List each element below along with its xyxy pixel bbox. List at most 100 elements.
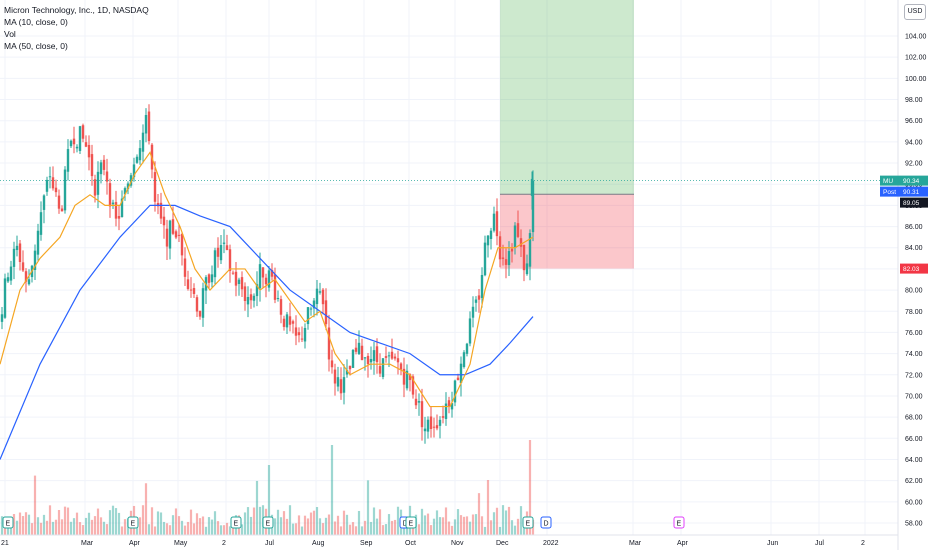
volume-bar xyxy=(327,514,331,535)
candle-body xyxy=(411,376,415,395)
time-tick-label: Oct xyxy=(405,540,416,547)
volume-bar xyxy=(72,518,76,535)
volume-bar xyxy=(90,519,94,535)
volume-bar xyxy=(459,515,463,535)
candle-body xyxy=(66,149,70,172)
volume-bar xyxy=(0,516,4,535)
candle-body xyxy=(414,398,418,406)
candle-body xyxy=(183,258,187,277)
candle-body xyxy=(519,238,523,247)
candle-body xyxy=(111,202,115,205)
volume-bar xyxy=(423,515,427,535)
candle-body xyxy=(285,314,289,328)
candle-body xyxy=(219,245,223,261)
event-marker-label: E xyxy=(526,521,531,528)
volume-bar xyxy=(45,520,49,535)
candle-body xyxy=(18,243,22,263)
volume-bar xyxy=(435,510,439,535)
candle-body xyxy=(123,188,127,195)
candle-body xyxy=(447,400,451,407)
candle-body xyxy=(90,154,94,177)
candle-body xyxy=(486,235,490,246)
candle-body xyxy=(525,263,529,275)
time-tick-label: Apr xyxy=(129,540,141,547)
price-tick-label: 102.00 xyxy=(905,55,927,62)
time-tick-label: 2 xyxy=(222,540,226,547)
candle-body xyxy=(165,228,169,247)
volume-bar xyxy=(378,509,382,535)
volume-bar xyxy=(219,525,223,535)
legend-ma50: MA (50, close, 0) xyxy=(4,41,68,51)
candle-body xyxy=(417,401,421,403)
candle-body xyxy=(306,307,310,325)
volume-bar xyxy=(360,526,364,535)
volume-bar xyxy=(60,519,64,535)
candle-body xyxy=(135,156,139,163)
candle-body xyxy=(21,262,25,271)
legend-title: Micron Technology, Inc., 1D, NASDAQ xyxy=(4,5,149,15)
volume-bar xyxy=(21,516,25,535)
candle-body xyxy=(24,271,28,282)
volume-bar xyxy=(462,516,466,535)
candle-body xyxy=(240,277,244,290)
volume-bar xyxy=(510,520,514,535)
candle-body xyxy=(342,377,346,393)
candle-body xyxy=(369,358,373,363)
volume-bar xyxy=(147,524,151,535)
candle-body xyxy=(93,179,97,196)
candle-body xyxy=(192,288,196,294)
candle-body xyxy=(75,146,79,149)
candle-body xyxy=(171,219,175,234)
currency-button[interactable]: USD xyxy=(904,4,926,20)
candle-body xyxy=(528,233,532,267)
volume-bar xyxy=(102,521,106,535)
candle-body xyxy=(234,271,238,286)
candle-body xyxy=(39,212,43,235)
price-tick-label: 64.00 xyxy=(905,457,923,464)
candle-body xyxy=(465,343,469,354)
time-tick-label: Apr xyxy=(677,540,689,547)
price-tick-label: 92.00 xyxy=(905,161,923,168)
volume-bar xyxy=(108,510,112,535)
price-tick-label: 96.00 xyxy=(905,118,923,125)
candle-body xyxy=(222,242,226,244)
candle-body xyxy=(198,310,202,317)
volume-bar xyxy=(429,525,433,535)
volume-bar xyxy=(489,520,493,535)
volume-bar xyxy=(33,475,37,535)
volume-bar xyxy=(240,524,244,535)
volume-bar xyxy=(309,512,313,535)
volume-bar xyxy=(9,525,13,535)
volume-bar xyxy=(168,525,172,535)
candle-body xyxy=(141,132,145,152)
candle-body xyxy=(267,270,271,288)
volume-bar xyxy=(492,512,496,535)
chart-legend: Micron Technology, Inc., 1D, NASDAQ MA (… xyxy=(4,4,149,52)
price-tick-label: 68.00 xyxy=(905,415,923,422)
candle-body xyxy=(531,180,535,233)
candle-body xyxy=(195,297,199,312)
candle-body xyxy=(318,291,322,293)
candle-body xyxy=(384,356,388,358)
candle-body xyxy=(177,234,181,236)
candle-body xyxy=(78,126,82,151)
candle-body xyxy=(102,159,106,170)
event-marker xyxy=(405,516,417,529)
volume-bar xyxy=(27,514,31,535)
time-tick-label: Jul xyxy=(815,540,824,547)
candle-body xyxy=(480,275,484,299)
candle-body xyxy=(84,142,88,147)
price-badge-tag-label: Post xyxy=(883,189,896,196)
candle-body xyxy=(345,369,349,375)
candle-body xyxy=(312,300,316,309)
volume-bar xyxy=(141,505,145,535)
volume-bar xyxy=(120,526,124,535)
volume-bar xyxy=(210,519,214,535)
volume-bar xyxy=(93,516,97,535)
candle-body xyxy=(360,345,364,361)
volume-bar xyxy=(174,508,178,535)
volume-bar xyxy=(285,518,289,535)
time-tick-label: Dec xyxy=(496,540,509,547)
candle-body xyxy=(333,369,337,384)
